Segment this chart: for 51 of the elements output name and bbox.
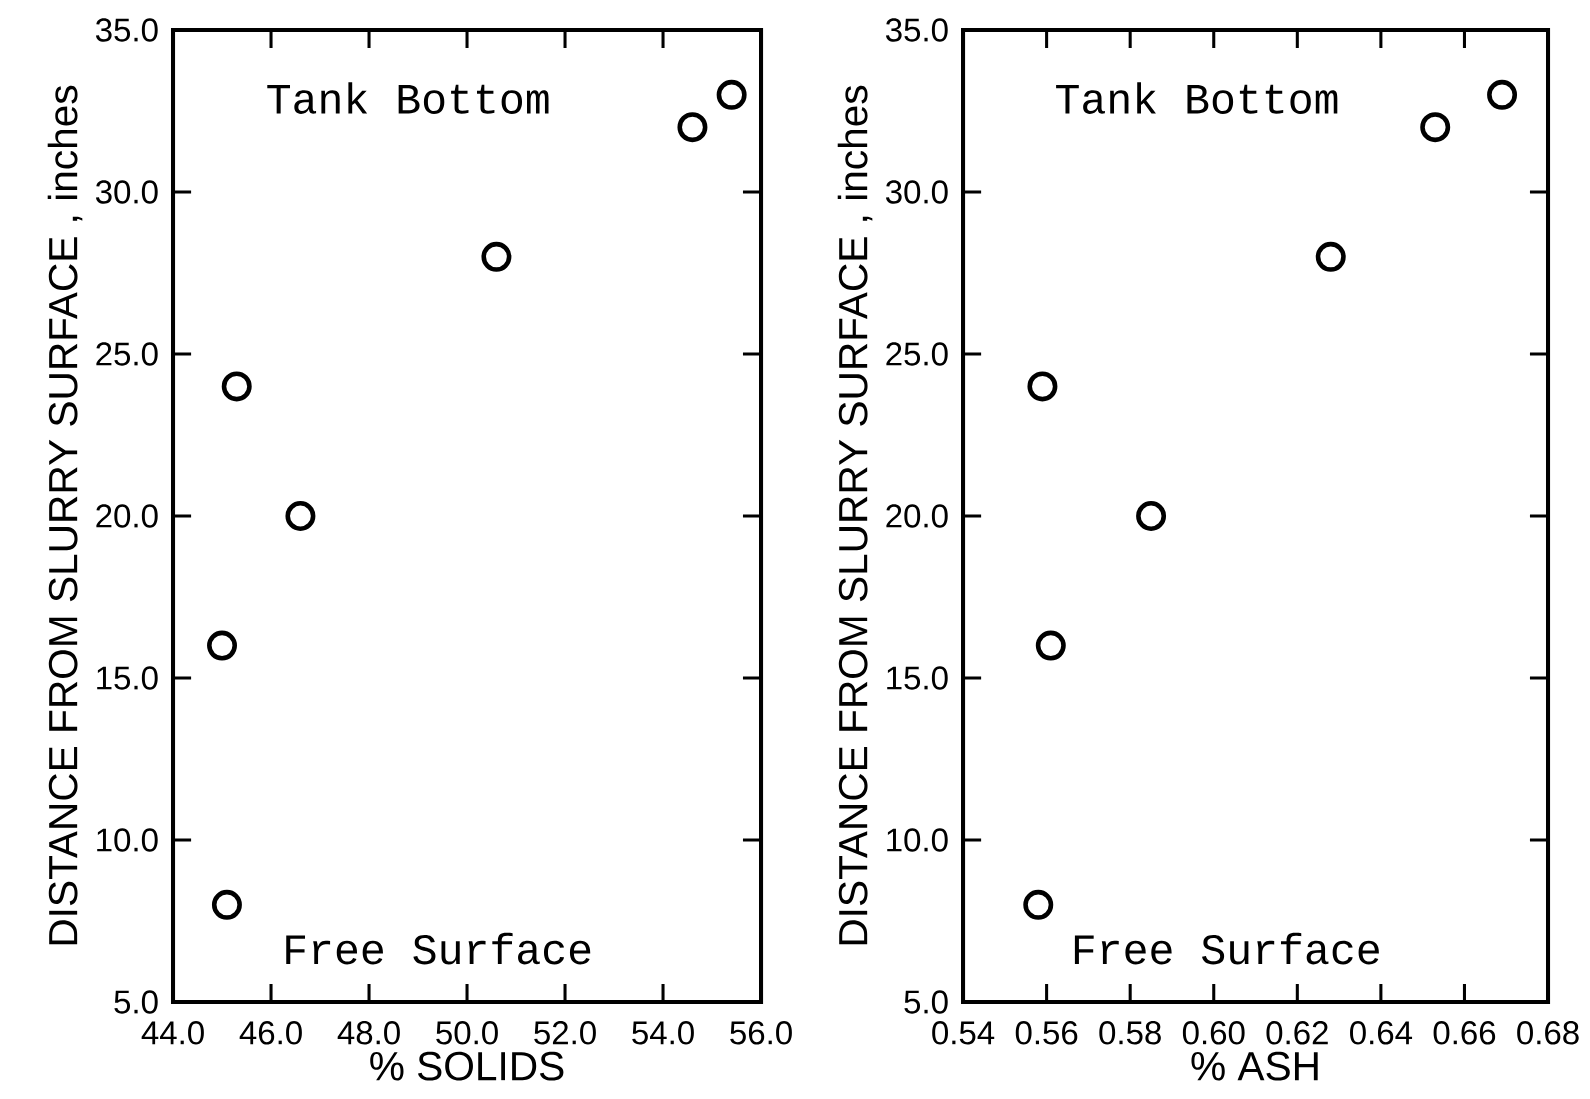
point <box>211 889 242 920</box>
y-tick-label: 15.0 <box>97 666 158 690</box>
point <box>207 630 238 661</box>
y-tick-label: 30.0 <box>95 180 158 204</box>
y-tick-label: 15.0 <box>887 666 948 690</box>
y-tick-label: 25.0 <box>96 342 158 366</box>
annotation: Free Surface <box>1074 932 1379 965</box>
point <box>481 241 512 272</box>
y-tick-label: 30.0 <box>886 180 948 204</box>
annotation: Tank Bottom <box>267 82 549 114</box>
point <box>677 112 708 143</box>
x-tick-label: 50.0 <box>436 1021 498 1045</box>
point <box>1487 79 1518 110</box>
point <box>1136 501 1167 531</box>
point <box>716 79 747 110</box>
point <box>221 371 252 402</box>
x-tick-label: 44.0 <box>141 1021 204 1045</box>
x-tick-label: 54.0 <box>632 1021 694 1045</box>
x-tick-label: 56.0 <box>730 1021 792 1045</box>
y-tick-label: 20.0 <box>96 504 158 528</box>
y-axis-title: DISTANCE FROM SLURRY SURFACE , inches <box>47 85 83 945</box>
x-tick-label: 0.68 <box>1517 1021 1579 1045</box>
point <box>1035 630 1066 661</box>
point <box>1315 241 1346 272</box>
y-tick-label: 20.0 <box>886 504 948 528</box>
point <box>285 501 316 531</box>
x-tick-label: 0.64 <box>1350 1021 1413 1045</box>
x-tick-label: 0.56 <box>1015 1021 1078 1045</box>
y-tick-label: 35.0 <box>886 18 948 42</box>
y-tick-label: 5.0 <box>114 990 158 1014</box>
point <box>1420 112 1451 143</box>
x-axis-title: % SOLIDS <box>370 1051 564 1081</box>
y-tick-label: 25.0 <box>886 342 948 366</box>
point <box>1027 371 1058 402</box>
x-tick-label: 0.60 <box>1182 1021 1245 1045</box>
x-axis-title: % ASH <box>1191 1051 1318 1081</box>
y-tick-label: 10.0 <box>887 828 948 852</box>
annotation: Tank Bottom <box>1056 82 1338 114</box>
x-tick-label: 0.54 <box>932 1021 995 1045</box>
y-tick-label: 35.0 <box>95 18 158 42</box>
x-tick-label: 0.62 <box>1266 1021 1328 1045</box>
point <box>1023 889 1054 920</box>
annotation: Free Surface <box>286 932 591 965</box>
x-tick-label: 46.0 <box>239 1021 302 1045</box>
y-tick-label: 10.0 <box>97 828 158 852</box>
x-tick-label: 48.0 <box>337 1021 400 1045</box>
x-tick-label: 52.0 <box>534 1021 596 1045</box>
y-axis-title: DISTANCE FROM SLURRY SURFACE , inches <box>837 85 873 945</box>
x-tick-label: 0.58 <box>1099 1021 1161 1045</box>
y-tick-label: 5.0 <box>904 990 948 1014</box>
x-tick-label: 0.66 <box>1433 1021 1496 1045</box>
